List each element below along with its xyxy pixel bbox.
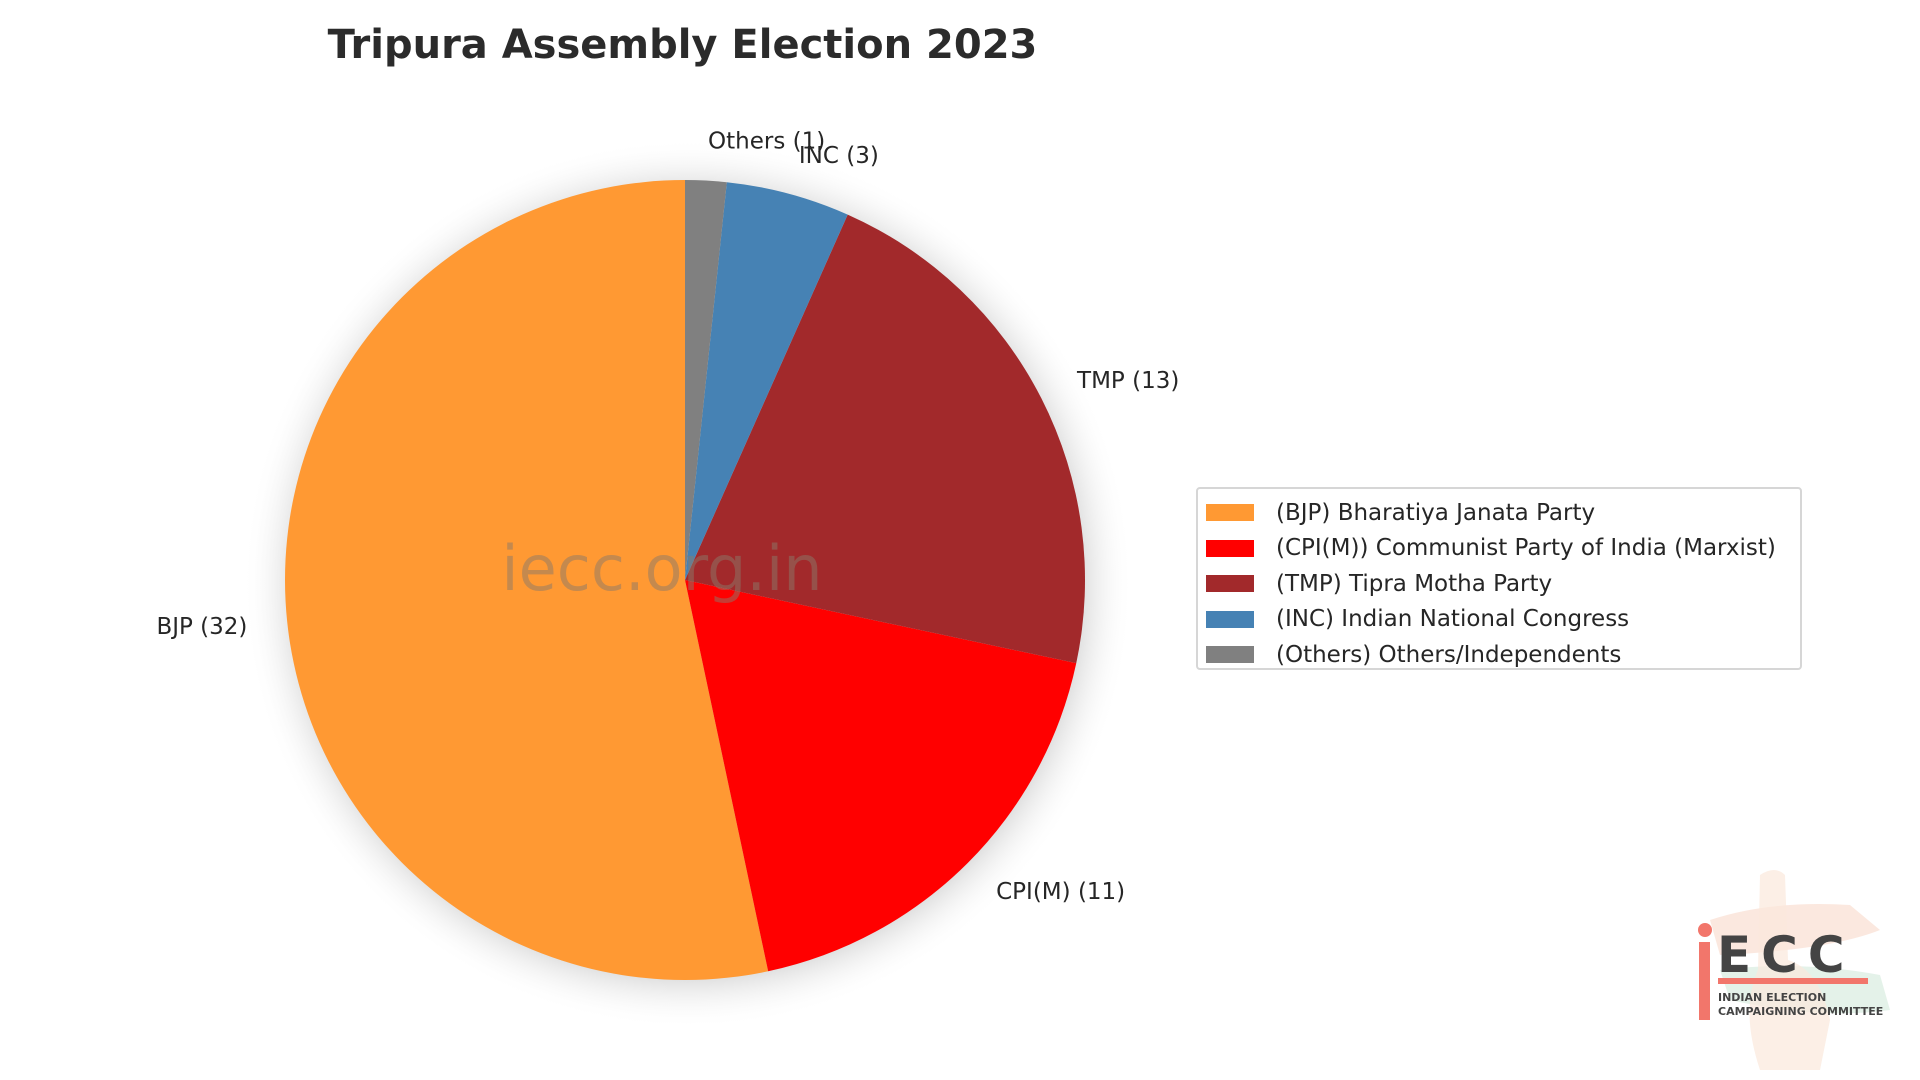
legend-item-bjp: (BJP) Bharatiya Janata Party: [1206, 495, 1800, 531]
legend-swatch: [1206, 646, 1254, 664]
legend-label: (CPI(M)) Communist Party of India (Marxi…: [1276, 535, 1776, 562]
svg-text:ECC: ECC: [1717, 926, 1855, 984]
legend-item-inc: (INC) Indian National Congress: [1206, 602, 1800, 638]
pie-slice-others: [685, 180, 727, 580]
legend-label: (Others) Others/Independents: [1276, 641, 1622, 668]
legend-swatch: [1206, 539, 1254, 557]
pie-slice-inc: [685, 182, 848, 581]
slice-label: TMP (13): [1076, 368, 1179, 394]
legend-item-others: (Others) Others/Independents: [1206, 637, 1800, 673]
svg-text:INDIAN ELECTION: INDIAN ELECTION: [1718, 991, 1826, 1004]
slice-label: INC (3): [799, 143, 879, 169]
watermark: iecc.org.in: [501, 532, 822, 605]
slice-label: BJP (32): [156, 614, 247, 640]
pie-slice-bjp: [284, 180, 769, 981]
legend-label: (INC) Indian National Congress: [1276, 606, 1630, 633]
legend-label: (BJP) Bharatiya Janata Party: [1276, 499, 1596, 526]
legend-item-tmp: (TMP) Tipra Motha Party: [1206, 566, 1800, 602]
slice-label: Others (1): [708, 129, 825, 155]
chart-title: Tripura Assembly Election 2023: [327, 22, 1038, 68]
slice-label: CPI(M) (11): [996, 879, 1125, 905]
svg-text:CAMPAIGNING COMMITTEE: CAMPAIGNING COMMITTEE: [1718, 1005, 1883, 1018]
legend-swatch: [1206, 610, 1254, 628]
legend: (BJP) Bharatiya Janata Party (CPI(M)) Co…: [1196, 487, 1802, 670]
legend-item-cpim: (CPI(M)) Communist Party of India (Marxi…: [1206, 531, 1800, 567]
legend-swatch: [1206, 575, 1254, 593]
legend-label: (TMP) Tipra Motha Party: [1276, 570, 1553, 597]
pie-slice-cpim: [685, 580, 1077, 972]
iecc-logo: ECC INDIAN ELECTION CAMPAIGNING COMMITTE…: [1698, 870, 1890, 1070]
pie-slice-tmp: [685, 214, 1085, 664]
legend-swatch: [1206, 504, 1254, 522]
